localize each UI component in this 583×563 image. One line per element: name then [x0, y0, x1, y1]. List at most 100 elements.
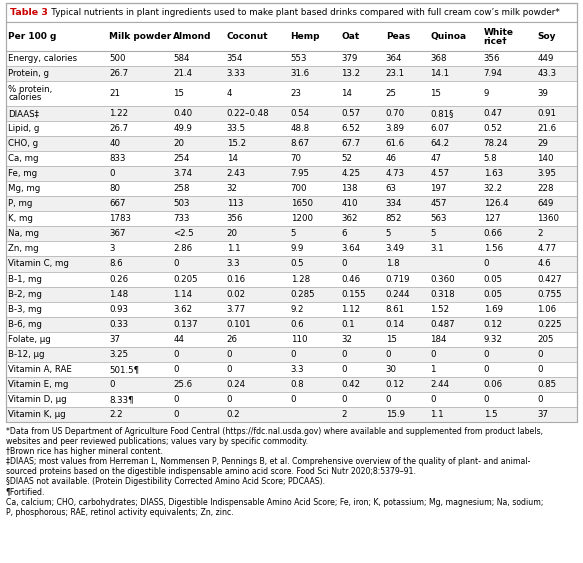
Text: 8.67: 8.67	[290, 139, 310, 148]
Text: 44: 44	[173, 335, 184, 344]
Text: 667: 667	[109, 199, 126, 208]
Text: 1.52: 1.52	[430, 305, 449, 314]
Text: 0.42: 0.42	[342, 380, 360, 389]
Text: 1200: 1200	[290, 215, 312, 224]
Text: 0.285: 0.285	[290, 289, 315, 298]
Text: 1.69: 1.69	[484, 305, 503, 314]
Text: 14: 14	[227, 154, 238, 163]
Text: 0.487: 0.487	[430, 320, 455, 329]
Text: Soy: Soy	[537, 32, 556, 41]
Text: 5: 5	[430, 229, 436, 238]
Text: 0.57: 0.57	[342, 109, 360, 118]
Text: 334: 334	[386, 199, 402, 208]
Text: 23.1: 23.1	[386, 69, 405, 78]
Text: 0.66: 0.66	[484, 229, 503, 238]
Text: Quinoa: Quinoa	[430, 32, 466, 41]
Text: 0: 0	[173, 260, 178, 269]
Text: 184: 184	[430, 335, 447, 344]
Bar	[6, 82, 577, 106]
Text: 1.28: 1.28	[290, 275, 310, 284]
Text: 0.22–0.48: 0.22–0.48	[227, 109, 269, 118]
Text: websites and peer reviewed publications; values vary by specific commodity.: websites and peer reviewed publications;…	[6, 437, 308, 446]
Text: 127: 127	[484, 215, 500, 224]
Text: *Data from US Department of Agriculture Food Central (https://fdc.nal.usda.gov) : *Data from US Department of Agriculture …	[6, 427, 543, 436]
Text: 5.8: 5.8	[484, 154, 497, 163]
Text: 1.12: 1.12	[342, 305, 360, 314]
Text: 14: 14	[342, 89, 353, 98]
Text: 1.48: 1.48	[109, 289, 128, 298]
Text: 3.89: 3.89	[386, 124, 405, 133]
Text: 833: 833	[109, 154, 126, 163]
Text: 3.33: 3.33	[227, 69, 246, 78]
Text: 0.33: 0.33	[109, 320, 128, 329]
Text: 0: 0	[430, 350, 436, 359]
Text: 48.8: 48.8	[290, 124, 310, 133]
Text: 0.05: 0.05	[484, 275, 503, 284]
Text: 2.2: 2.2	[109, 410, 123, 419]
Text: 0.244: 0.244	[386, 289, 410, 298]
Bar	[6, 196, 577, 211]
Text: 0.755: 0.755	[537, 289, 562, 298]
Text: 30: 30	[386, 365, 397, 374]
Text: <2.5: <2.5	[173, 229, 194, 238]
Text: 37: 37	[537, 410, 548, 419]
Text: White: White	[484, 28, 514, 37]
Text: Vitamin A, RAE: Vitamin A, RAE	[8, 365, 72, 374]
Text: 3.74: 3.74	[173, 169, 192, 178]
Text: 362: 362	[342, 215, 358, 224]
Text: CHO, g: CHO, g	[8, 139, 38, 148]
Text: 80: 80	[109, 184, 120, 193]
Text: % protein,: % protein,	[8, 85, 52, 94]
Text: 15: 15	[173, 89, 184, 98]
Text: 0: 0	[227, 395, 232, 404]
Text: 0.91: 0.91	[537, 109, 556, 118]
Text: 563: 563	[430, 215, 447, 224]
Text: 14.1: 14.1	[430, 69, 449, 78]
Bar	[6, 51, 577, 66]
Text: 8.6: 8.6	[109, 260, 123, 269]
Text: 23: 23	[290, 89, 301, 98]
Text: 3: 3	[109, 244, 115, 253]
Bar	[6, 106, 577, 121]
Text: 31.6: 31.6	[290, 69, 310, 78]
Text: §DIAAS not available. (Protein Digestibility Corrected Amino Acid Score; PDCAAS): §DIAAS not available. (Protein Digestibi…	[6, 477, 325, 486]
Text: 110: 110	[290, 335, 307, 344]
Text: rice†: rice†	[484, 37, 507, 46]
Text: 9.9: 9.9	[290, 244, 304, 253]
Bar	[6, 136, 577, 151]
Text: 3.77: 3.77	[227, 305, 246, 314]
Text: 7.95: 7.95	[290, 169, 310, 178]
Text: Zn, mg: Zn, mg	[8, 244, 39, 253]
Text: 37: 37	[109, 335, 120, 344]
Text: 503: 503	[173, 199, 189, 208]
Text: 0: 0	[342, 260, 347, 269]
Text: Vitamin K, μg: Vitamin K, μg	[8, 410, 66, 419]
Text: 0: 0	[173, 350, 178, 359]
Text: 140: 140	[537, 154, 554, 163]
Text: B-2, mg: B-2, mg	[8, 289, 42, 298]
Bar	[6, 22, 577, 51]
Bar	[6, 66, 577, 82]
Text: 15: 15	[430, 89, 441, 98]
Text: ‡DIAAS; most values from Herreman L, Nommensen P, Pennings B, et al. Comprehensi: ‡DIAAS; most values from Herreman L, Nom…	[6, 457, 530, 466]
Text: Typical nutrients in plant ingredients used to make plant based drinks compared : Typical nutrients in plant ingredients u…	[43, 8, 560, 17]
Text: 0.26: 0.26	[109, 275, 128, 284]
Bar	[6, 332, 577, 347]
Text: 449: 449	[537, 54, 553, 63]
Text: 78.24: 78.24	[484, 139, 508, 148]
Text: 3.62: 3.62	[173, 305, 192, 314]
Text: 0.155: 0.155	[342, 289, 366, 298]
Text: 0.137: 0.137	[173, 320, 198, 329]
Text: 15: 15	[386, 335, 397, 344]
Text: 0: 0	[386, 350, 391, 359]
Text: Ca, mg: Ca, mg	[8, 154, 38, 163]
Bar	[6, 121, 577, 136]
Text: 258: 258	[173, 184, 189, 193]
Text: 0: 0	[290, 395, 296, 404]
Text: 0.360: 0.360	[430, 275, 455, 284]
Text: 0: 0	[342, 350, 347, 359]
Text: 2.44: 2.44	[430, 380, 449, 389]
Text: 500: 500	[109, 54, 126, 63]
Text: Oat: Oat	[342, 32, 360, 41]
Text: Folate, μg: Folate, μg	[8, 335, 51, 344]
